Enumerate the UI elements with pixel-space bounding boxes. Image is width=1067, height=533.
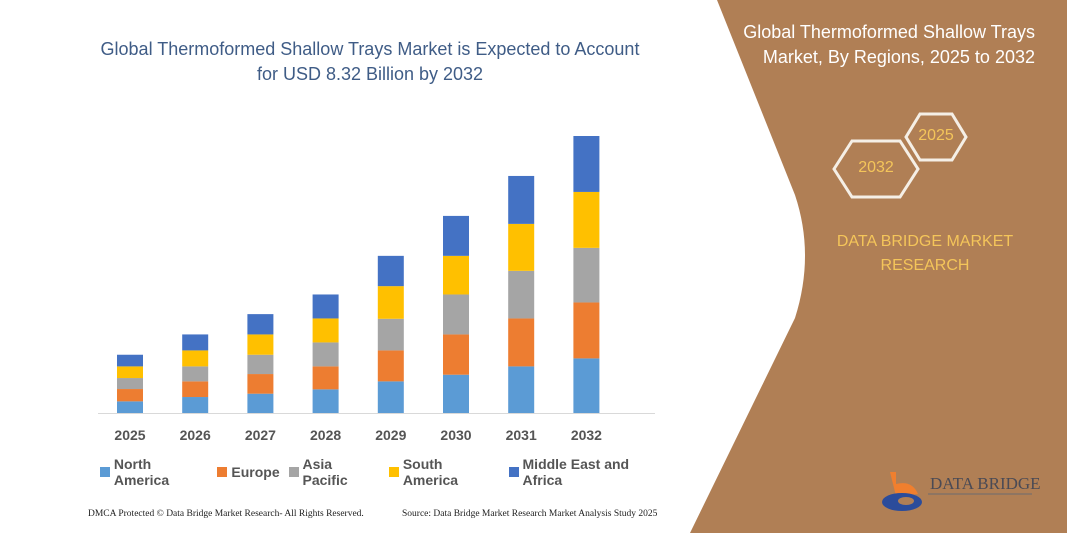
bar-segment-2028-north-america xyxy=(312,389,339,413)
bar-segment-2032-north-america xyxy=(573,358,600,413)
bar-segment-2032-asia-pacific xyxy=(573,247,600,303)
x-tick-label: 2028 xyxy=(310,427,341,443)
legend-swatch xyxy=(217,467,228,477)
bar-segment-2029-asia-pacific xyxy=(377,318,404,351)
hexagon-2032 xyxy=(832,139,920,199)
bar-segment-2031-middle-east-and-africa xyxy=(508,175,535,224)
x-tick-label: 2031 xyxy=(506,427,537,443)
bar-segment-2032-south-america xyxy=(573,191,600,248)
x-tick-label: 2032 xyxy=(571,427,602,443)
bar-segment-2025-middle-east-and-africa xyxy=(117,354,143,367)
hex-label-start: 2025 xyxy=(918,127,954,144)
footer-source: Source: Data Bridge Market Research Mark… xyxy=(402,509,658,519)
bar-segment-2025-north-america xyxy=(117,401,143,413)
bar-segment-2027-middle-east-and-africa xyxy=(247,314,274,335)
bar-segment-2026-north-america xyxy=(182,397,209,413)
legend-item: Asia Pacific xyxy=(288,456,380,488)
bar-segment-2029-south-america xyxy=(377,286,404,319)
legend-label: Asia Pacific xyxy=(302,456,348,488)
legend-label: Middle East and Africa xyxy=(522,456,630,488)
chart-title: Global Thermoformed Shallow Trays Market… xyxy=(100,39,640,84)
brand-text: DATA BRIDGE MARKET RESEARCH xyxy=(836,233,1014,274)
bar-segment-2031-asia-pacific xyxy=(508,270,535,319)
bar-segment-2030-middle-east-and-africa xyxy=(443,215,469,256)
bar-segment-2026-asia-pacific xyxy=(182,366,209,382)
bar-segment-2029-middle-east-and-africa xyxy=(377,255,404,287)
bar-segment-2027-asia-pacific xyxy=(247,354,274,375)
bar-segment-2027-south-america xyxy=(247,334,274,355)
bar-segment-2025-asia-pacific xyxy=(117,378,143,390)
bar-segment-2032-middle-east-and-africa xyxy=(573,136,600,192)
legend-swatch xyxy=(100,467,110,477)
logo-text: DATA BRIDGE xyxy=(930,474,1041,493)
hex-label-end: 2032 xyxy=(858,159,894,176)
legend-item: Europe xyxy=(217,456,280,488)
bar-segment-2028-south-america xyxy=(312,318,339,343)
bar-segment-2026-south-america xyxy=(182,350,209,367)
legend-label: South America xyxy=(402,456,459,488)
bar-segment-2030-north-america xyxy=(443,374,469,413)
bar-segment-2028-asia-pacific xyxy=(312,342,339,367)
x-tick-label: 2027 xyxy=(245,427,276,443)
legend-swatch xyxy=(388,467,399,477)
hexagon-2025 xyxy=(904,112,968,162)
legend-label: Europe xyxy=(231,464,280,480)
bar-segment-2028-middle-east-and-africa xyxy=(312,294,339,319)
x-tick-label: 2025 xyxy=(114,427,145,443)
bar-segment-2030-asia-pacific xyxy=(443,294,469,335)
legend-item: South America xyxy=(388,456,500,488)
bar-segment-2030-south-america xyxy=(443,255,469,295)
bar-segment-2025-south-america xyxy=(117,366,143,379)
x-tick-label: 2029 xyxy=(375,427,406,443)
x-tick-label: 2026 xyxy=(180,427,211,443)
legend-item: North America xyxy=(100,456,208,488)
side-panel-title: Global Thermoformed Shallow Trays Market… xyxy=(743,22,1035,67)
bar-segment-2031-europe xyxy=(508,318,535,367)
bar-segment-2029-europe xyxy=(377,350,404,382)
footer-copyright: DMCA Protected © Data Bridge Market Rese… xyxy=(88,509,364,519)
bar-segment-2026-europe xyxy=(182,381,209,398)
legend-label: North America xyxy=(113,456,170,488)
side-panel-background xyxy=(690,0,1067,533)
bar-segment-2032-europe xyxy=(573,302,600,359)
bar-segment-2026-middle-east-and-africa xyxy=(182,334,209,351)
x-tick-label: 2030 xyxy=(440,427,471,443)
bar-segment-2031-north-america xyxy=(508,366,535,413)
bar-segment-2027-europe xyxy=(247,374,274,394)
bar-segment-2027-north-america xyxy=(247,393,274,413)
bar-segment-2028-europe xyxy=(312,366,339,390)
legend-item: Middle East and Africa xyxy=(508,456,670,488)
bar-segment-2029-north-america xyxy=(377,381,404,413)
logo-icon xyxy=(882,472,1032,511)
hexagon-badges xyxy=(832,112,968,199)
legend-swatch xyxy=(508,467,519,477)
legend-swatch xyxy=(288,467,299,477)
bar-segment-2031-south-america xyxy=(508,223,535,271)
legend: North America Europe Asia Pacific South … xyxy=(100,456,670,488)
bar-segment-2025-europe xyxy=(117,389,143,402)
bar-segment-2030-europe xyxy=(443,334,469,375)
